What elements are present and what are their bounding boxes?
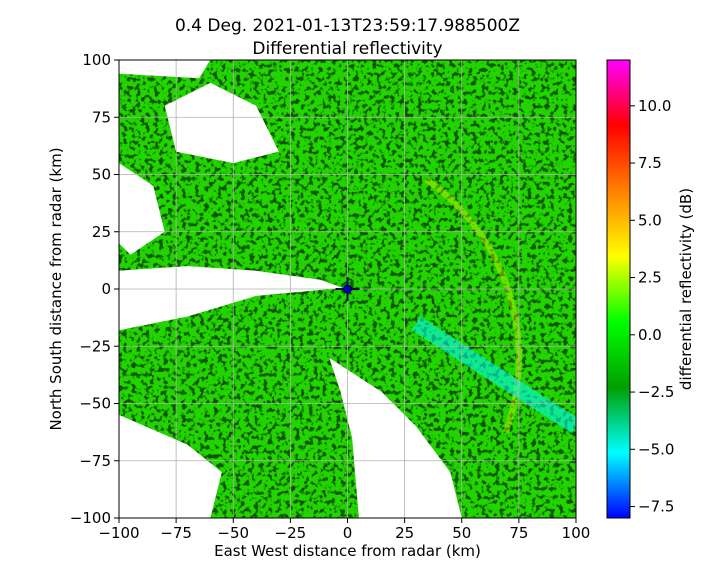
x-tick-label: 25 <box>395 524 414 542</box>
y-tick-label: −25 <box>79 337 111 355</box>
x-axis-label: East West distance from radar (km) <box>214 542 481 560</box>
chart-subtitle: Differential reflectivity <box>252 39 442 59</box>
x-tick-label: 100 <box>562 524 591 542</box>
y-tick-label: 50 <box>92 166 111 184</box>
x-tick-label: −50 <box>217 524 249 542</box>
colorbar-tick-label: 2.5 <box>638 269 662 287</box>
no-data-west-wedge <box>119 266 343 331</box>
colorbar-tick-label: 5.0 <box>638 211 662 229</box>
no-data-southwest-patch <box>119 414 222 518</box>
y-axis-ticks: −100 −75 −50 −25 0 25 50 75 100 <box>70 51 119 527</box>
x-tick-label: 75 <box>509 524 528 542</box>
y-tick-label: −100 <box>70 509 111 527</box>
no-data-south-wedge <box>329 357 462 518</box>
x-tick-label: −75 <box>160 524 192 542</box>
x-tick-label: −25 <box>275 524 307 542</box>
colorbar-label: differential reflectivity (dB) <box>677 188 695 390</box>
x-tick-label: 0 <box>343 524 353 542</box>
colorbar: −7.5 −5.0 −2.5 0.0 2.5 5.0 7.5 10.0 differentia… <box>606 59 695 519</box>
y-tick-label: −50 <box>79 395 111 413</box>
radar-marker <box>335 277 360 301</box>
no-data-northwest-patch <box>164 82 279 164</box>
colorbar-tick-label: 7.5 <box>638 154 662 172</box>
x-tick-label: −100 <box>98 524 139 542</box>
colorbar-ticks: −7.5 −5.0 −2.5 0.0 2.5 5.0 7.5 10.0 <box>630 97 674 516</box>
y-tick-label: 0 <box>101 280 111 298</box>
y-tick-label: 25 <box>92 223 111 241</box>
colorbar-tick-label: −5.0 <box>638 440 674 458</box>
plot-area: −100 −75 −50 −25 0 25 50 75 100 −100 −75 −50 −25 0 25… <box>70 51 591 542</box>
colorbar-tick-label: −7.5 <box>638 498 674 516</box>
y-tick-label: −75 <box>79 452 111 470</box>
y-tick-label: 75 <box>92 108 111 126</box>
x-tick-label: 50 <box>452 524 471 542</box>
radar-location-dot <box>343 284 352 294</box>
colorbar-fill <box>606 59 631 519</box>
chart-title: 0.4 Deg. 2021-01-13T23:59:17.988500Z <box>175 16 520 36</box>
colorbar-tick-label: 10.0 <box>638 97 671 115</box>
y-axis-label: North South distance from radar (km) <box>47 147 65 430</box>
feature-southeast-cyan-band <box>411 316 576 434</box>
no-data-north-edge-patch <box>119 60 211 79</box>
x-axis-ticks: −100 −75 −50 −25 0 25 50 75 100 <box>98 518 590 542</box>
colorbar-tick-label: 0.0 <box>638 326 662 344</box>
y-tick-label: 100 <box>82 51 111 69</box>
colorbar-tick-label: −2.5 <box>638 383 674 401</box>
